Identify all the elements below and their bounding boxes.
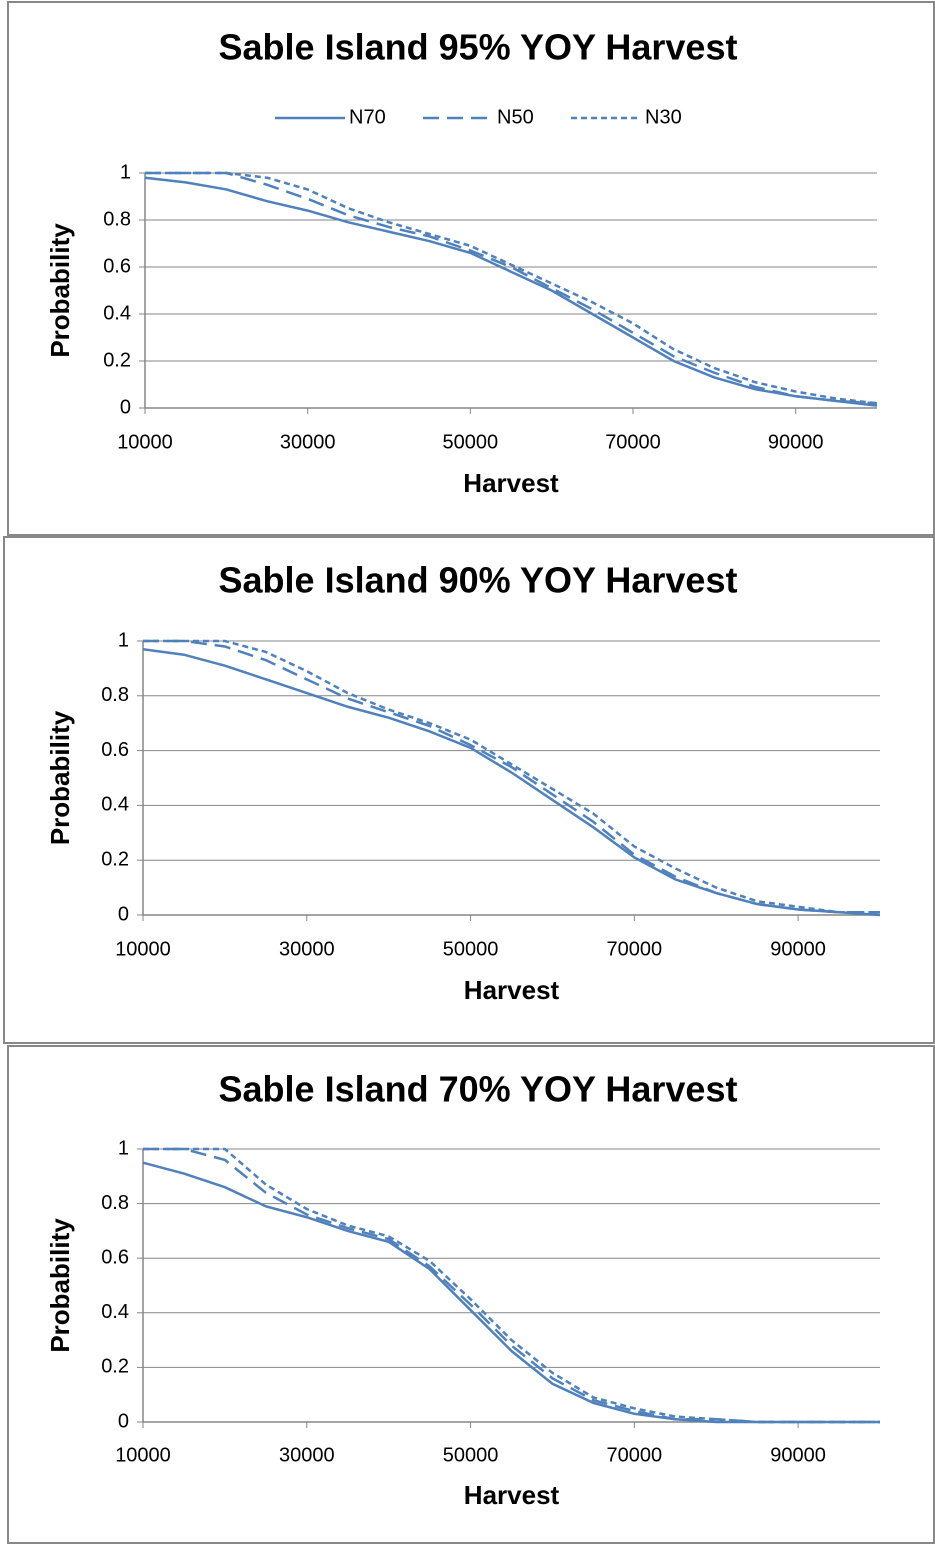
y-tick-label: 0.6 — [103, 255, 131, 277]
x-tick-label: 70000 — [605, 431, 661, 453]
x-tick-label: 70000 — [607, 1444, 663, 1466]
series-line — [143, 639, 880, 914]
y-tick-label: 0.8 — [101, 1192, 129, 1214]
y-axis-label: Probability — [45, 1218, 75, 1353]
y-tick-label: 0.8 — [103, 208, 131, 230]
y-axis-label: Probability — [45, 710, 75, 845]
x-tick-label: 30000 — [279, 938, 335, 960]
y-tick-label: 0.6 — [101, 1246, 129, 1268]
y-tick-label: 0 — [118, 903, 129, 925]
y-tick-label: 0.8 — [101, 684, 129, 706]
x-axis-label: Harvest — [464, 1480, 560, 1510]
panel — [7, 1045, 935, 1544]
x-tick-label: 90000 — [770, 938, 826, 960]
chart-title: Sable Island 70% YOY Harvest — [219, 1069, 738, 1110]
y-tick-label: 1 — [118, 629, 129, 651]
x-tick-label: 50000 — [443, 431, 499, 453]
panel — [3, 536, 935, 1044]
x-axis-label: Harvest — [463, 468, 559, 498]
y-tick-label: 0.4 — [103, 302, 131, 324]
x-tick-label: 90000 — [770, 1444, 826, 1466]
x-tick-label: 10000 — [115, 938, 171, 960]
y-tick-label: 0 — [120, 396, 131, 418]
x-tick-label: 50000 — [443, 938, 499, 960]
series-line — [144, 176, 878, 407]
panel — [7, 1, 935, 536]
y-tick-label: 0.4 — [101, 1301, 129, 1323]
x-tick-label: 10000 — [117, 431, 173, 453]
x-tick-label: 90000 — [768, 431, 824, 453]
series-line — [145, 171, 878, 405]
y-tick-label: 0 — [118, 1410, 129, 1432]
x-axis-label: Harvest — [464, 975, 560, 1005]
series-line — [142, 647, 881, 917]
x-tick-label: 70000 — [607, 938, 663, 960]
y-tick-label: 1 — [120, 161, 131, 183]
y-tick-label: 0.4 — [101, 794, 129, 816]
chart-title: Sable Island 95% YOY Harvest — [219, 27, 738, 68]
y-tick-label: 0.2 — [101, 1356, 129, 1378]
x-tick-label: 10000 — [115, 1444, 171, 1466]
legend-label: N50 — [497, 106, 534, 128]
series-line — [142, 1161, 880, 1424]
y-tick-label: 0.2 — [101, 848, 129, 870]
y-tick-label: 0.2 — [103, 349, 131, 371]
legend-label: N30 — [645, 106, 682, 128]
y-tick-label: 1 — [118, 1137, 129, 1159]
x-tick-label: 30000 — [279, 1444, 335, 1466]
y-axis-label: Probability — [45, 223, 75, 358]
series-line — [143, 639, 880, 914]
legend-label: N70 — [349, 106, 386, 128]
series-line — [145, 171, 878, 405]
x-tick-label: 30000 — [280, 431, 336, 453]
series-line — [143, 1147, 880, 1424]
series-line — [143, 1147, 880, 1424]
x-tick-label: 50000 — [443, 1444, 499, 1466]
y-tick-label: 0.6 — [101, 739, 129, 761]
chart-title: Sable Island 90% YOY Harvest — [219, 560, 738, 601]
